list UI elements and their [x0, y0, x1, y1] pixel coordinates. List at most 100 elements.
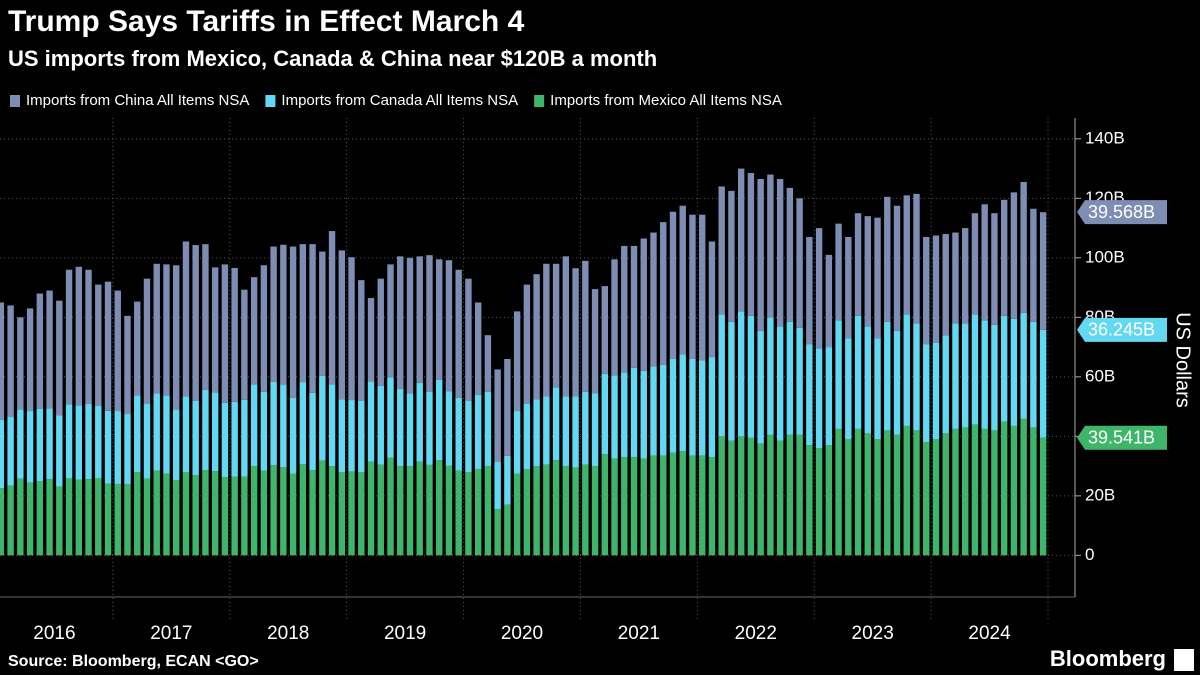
bar-segment: [17, 478, 24, 556]
x-tick-label: 2021: [618, 623, 660, 644]
bar-segment: [669, 358, 677, 453]
bar-segment: [173, 409, 180, 481]
bar-segment: [143, 403, 151, 479]
bar-segment: [202, 244, 209, 390]
bar-segment: [328, 466, 336, 556]
bar-segment: [241, 476, 248, 556]
chart-subtitle: US imports from Mexico, Canada & China n…: [8, 46, 657, 71]
bar-segment: [289, 397, 297, 474]
bar-segment: [377, 464, 384, 556]
bar-segment: [1039, 212, 1047, 330]
bar-segment: [270, 246, 277, 382]
value-label: 39.541B: [1088, 427, 1155, 447]
bar-segment: [689, 214, 696, 359]
bar-segment: [708, 357, 716, 458]
bar-segment: [406, 466, 414, 556]
bar-segment: [513, 411, 521, 474]
bar-segment: [299, 464, 307, 556]
bar-segment: [533, 399, 540, 467]
bar-segment: [1020, 418, 1027, 556]
bar-segment: [319, 460, 326, 556]
bar-segment: [884, 196, 891, 322]
bar-segment: [299, 382, 307, 465]
bar-segment: [75, 405, 82, 480]
bar-segment: [962, 323, 969, 428]
bar-segment: [436, 460, 443, 556]
bar-segment: [1030, 208, 1037, 322]
legend-label: Imports from Mexico All Items NSA: [550, 92, 782, 109]
bar-segment: [280, 244, 287, 385]
bar-segment: [211, 392, 219, 472]
bar-segment: [942, 433, 949, 556]
bar-segment: [991, 213, 998, 325]
y-tick-label: 140B: [1085, 128, 1125, 147]
bar-segment: [1010, 318, 1018, 426]
bar-segment: [367, 381, 375, 462]
bar-segment: [1000, 199, 1008, 316]
legend-label: Imports from Canada All Items NSA: [281, 92, 518, 109]
bar-segment: [543, 464, 550, 556]
bar-segment: [601, 454, 608, 556]
bar-segment: [562, 396, 570, 467]
bar-segment: [250, 384, 258, 467]
bar-segment: [250, 277, 258, 385]
bar-segment: [484, 335, 492, 392]
bar-segment: [650, 232, 657, 367]
bar-segment: [65, 269, 73, 405]
bar-segment: [474, 394, 482, 470]
x-tick-label: 2018: [267, 623, 309, 644]
bar-segment: [942, 335, 949, 434]
legend-marker: [265, 95, 276, 107]
bar-segment: [552, 263, 560, 388]
bar-segment: [134, 395, 141, 473]
bar-segment: [1039, 437, 1047, 556]
bar-segment: [786, 321, 794, 435]
bar-segment: [397, 466, 404, 556]
bar-segment: [465, 472, 472, 556]
bar-segment: [718, 186, 725, 315]
bar-segment: [747, 437, 755, 556]
bar-segment: [971, 424, 979, 556]
bar-segment: [289, 246, 297, 398]
bar-segment: [932, 235, 940, 343]
bar-segment: [991, 430, 998, 556]
bar-segment: [319, 375, 326, 461]
bar-segment: [689, 455, 696, 556]
bar-segment: [436, 259, 443, 380]
bar-segment: [679, 354, 686, 452]
bar-segment: [85, 403, 92, 480]
bar-segment: [289, 473, 297, 556]
bar-segment: [767, 317, 774, 435]
legend-marker: [10, 95, 20, 107]
bar-segment: [7, 417, 14, 486]
bar-segment: [114, 483, 121, 556]
bar-segment: [747, 315, 755, 438]
bar-segment: [591, 393, 599, 467]
value-label: 39.568B: [1088, 202, 1155, 222]
bar-segment: [572, 467, 579, 556]
bar-segment: [952, 323, 959, 429]
bar-segment: [358, 280, 365, 401]
bar-segment: [835, 223, 842, 321]
bar-segment: [923, 237, 930, 345]
bar-segment: [163, 395, 170, 474]
bar-segment: [884, 430, 891, 556]
bar-segment: [611, 375, 618, 459]
bar-segment: [163, 264, 170, 396]
bar-segment: [0, 419, 5, 489]
bar-segment: [455, 470, 462, 556]
bar-segment: [182, 396, 190, 473]
bar-segment: [192, 245, 199, 401]
bar-segment: [124, 414, 131, 484]
bar-segment: [591, 289, 599, 394]
bar-segment: [241, 399, 248, 477]
bar-segment: [221, 264, 229, 403]
bar-segment: [426, 255, 433, 393]
bar-segment: [640, 458, 647, 556]
bar-segment: [221, 402, 229, 478]
bar-segment: [523, 284, 531, 404]
bar-segment: [971, 314, 979, 425]
bar-segment: [513, 311, 521, 412]
bar-segment: [611, 458, 618, 556]
